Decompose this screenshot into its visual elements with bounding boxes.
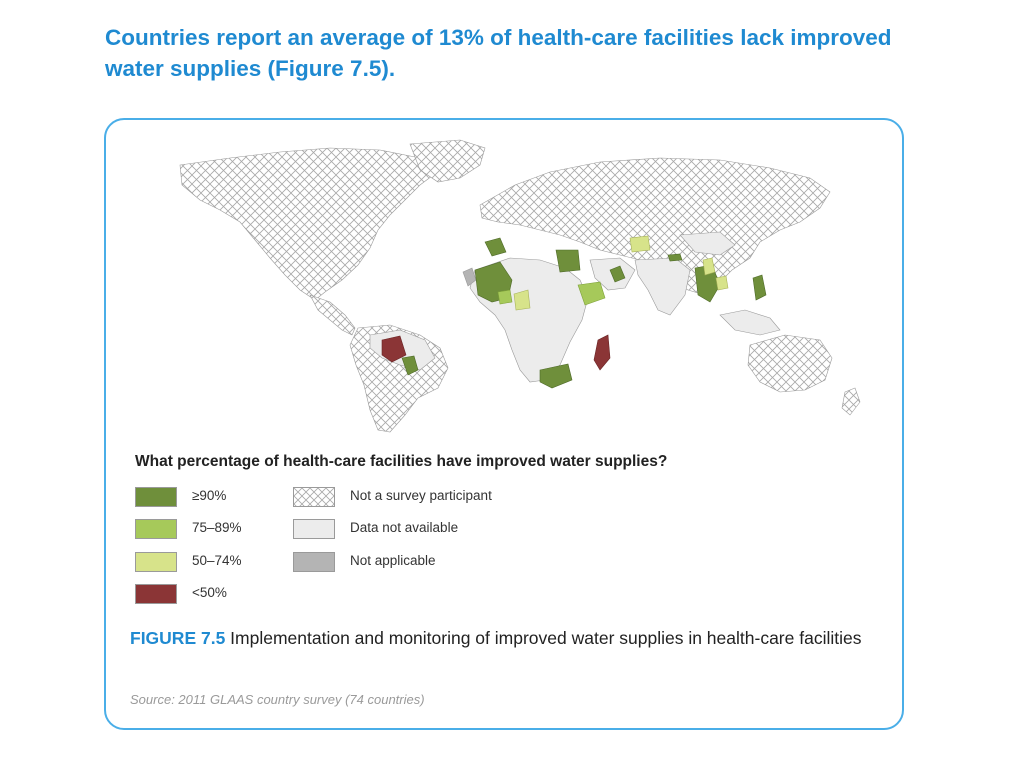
legend-swatch bbox=[293, 552, 335, 572]
legend-label: 75–89% bbox=[192, 520, 242, 535]
legend-swatch bbox=[135, 552, 177, 572]
legend-swatch bbox=[135, 519, 177, 539]
region-se-asia-na bbox=[719, 309, 781, 336]
legend-swatch bbox=[135, 487, 177, 507]
legend-label: Not a survey participant bbox=[350, 488, 492, 503]
region-south-africa-ge90 bbox=[539, 363, 573, 389]
region-north-america bbox=[179, 147, 441, 301]
region-ethiopia-75-89 bbox=[577, 281, 606, 306]
legend-swatch bbox=[293, 519, 335, 539]
legend-swatch-hatched bbox=[293, 487, 335, 507]
region-west-africa-75-89 bbox=[497, 289, 513, 305]
region-bolivia-lt50 bbox=[381, 335, 407, 363]
legend-swatch bbox=[135, 584, 177, 604]
legend-label: 50–74% bbox=[192, 553, 242, 568]
source-note: Source: 2011 GLAAS country survey (74 co… bbox=[130, 692, 425, 707]
headline: Countries report an average of 13% of he… bbox=[105, 25, 892, 81]
legend-label: Not applicable bbox=[350, 553, 436, 568]
region-greenland bbox=[409, 139, 486, 183]
region-north-africa-ge90 bbox=[484, 237, 507, 257]
region-laos-50-74 bbox=[702, 257, 716, 276]
region-china-na bbox=[679, 231, 736, 256]
region-egypt-ge90 bbox=[555, 249, 581, 273]
figure-caption-text: Implementation and monitoring of improve… bbox=[225, 628, 862, 648]
land-75-89 bbox=[497, 281, 606, 306]
region-central-america bbox=[309, 294, 356, 336]
region-madagascar-lt50 bbox=[593, 334, 611, 371]
legend-label: <50% bbox=[192, 585, 227, 600]
figure-label: FIGURE 7.5 bbox=[130, 628, 226, 648]
legend-label: Data not available bbox=[350, 520, 459, 535]
region-west-africa-50-74 bbox=[513, 289, 531, 311]
land-not-participant bbox=[179, 139, 861, 433]
region-nepal-ge90 bbox=[667, 253, 683, 262]
region-australia bbox=[747, 334, 833, 393]
legend-label: ≥90% bbox=[192, 488, 227, 503]
region-oman-ge90 bbox=[609, 265, 626, 283]
region-philippines-ge90 bbox=[752, 274, 767, 301]
land-lt50 bbox=[381, 334, 611, 371]
region-south-asia-na bbox=[634, 257, 691, 316]
region-afghanistan-50-74 bbox=[629, 235, 651, 253]
figure-caption: FIGURE 7.5 Implementation and monitoring… bbox=[130, 626, 885, 651]
land-50-74 bbox=[513, 235, 729, 311]
region-cambodia-50-74 bbox=[715, 275, 729, 291]
region-new-zealand bbox=[841, 387, 861, 416]
region-bolivia-paraguay-ge90 bbox=[401, 355, 419, 376]
world-map bbox=[120, 130, 890, 440]
legend-title: What percentage of health-care facilitie… bbox=[135, 453, 668, 470]
